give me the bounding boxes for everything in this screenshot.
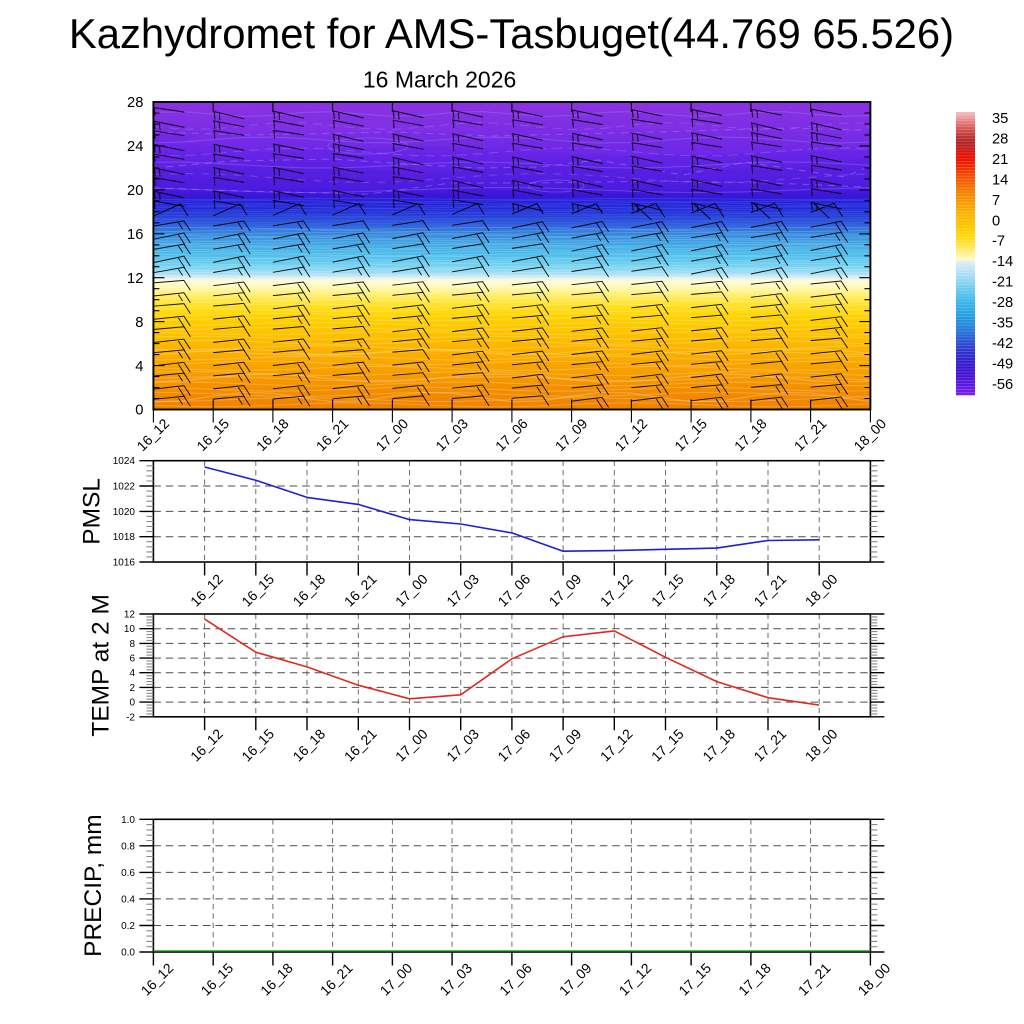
svg-text:35: 35 <box>992 111 1008 127</box>
svg-text:17_21: 17_21 <box>795 960 834 999</box>
svg-text:17_18: 17_18 <box>735 960 774 999</box>
svg-text:17_15: 17_15 <box>648 571 687 610</box>
svg-text:17_00: 17_00 <box>392 571 431 610</box>
svg-text:1016: 1016 <box>113 558 136 569</box>
svg-text:1024: 1024 <box>113 456 136 467</box>
svg-text:10: 10 <box>124 624 136 635</box>
svg-text:17_09: 17_09 <box>546 571 585 610</box>
svg-text:17_18: 17_18 <box>699 571 738 610</box>
svg-text:16_18: 16_18 <box>289 571 328 610</box>
svg-text:0.2: 0.2 <box>121 921 135 932</box>
svg-text:24: 24 <box>127 139 143 155</box>
svg-text:17_03: 17_03 <box>443 725 482 764</box>
svg-text:17_21: 17_21 <box>750 725 789 764</box>
svg-text:1.0: 1.0 <box>121 815 135 826</box>
svg-text:16_21: 16_21 <box>341 571 380 610</box>
svg-text:17_15: 17_15 <box>648 725 687 764</box>
svg-text:0.6: 0.6 <box>121 868 135 879</box>
svg-text:16_21: 16_21 <box>341 725 380 764</box>
svg-text:16_18: 16_18 <box>257 960 296 999</box>
svg-text:18_00: 18_00 <box>802 571 841 610</box>
svg-text:0: 0 <box>135 403 143 419</box>
svg-text:17_03: 17_03 <box>436 960 475 999</box>
svg-text:16_12: 16_12 <box>138 960 177 999</box>
svg-text:0.0: 0.0 <box>121 948 135 959</box>
svg-text:-21: -21 <box>992 275 1013 291</box>
svg-text:14: 14 <box>992 172 1008 188</box>
svg-text:17_00: 17_00 <box>392 725 431 764</box>
svg-text:17_12: 17_12 <box>616 960 655 999</box>
svg-text:18_00: 18_00 <box>802 725 841 764</box>
svg-text:16_15: 16_15 <box>197 960 236 999</box>
svg-text:17_18: 17_18 <box>699 725 738 764</box>
svg-text:Kazhydromet for AMS-Tasbuget(4: Kazhydromet for AMS-Tasbuget(44.769 65.5… <box>69 10 954 57</box>
svg-text:6: 6 <box>129 654 135 665</box>
svg-text:21: 21 <box>992 152 1008 168</box>
svg-text:16_15: 16_15 <box>238 571 277 610</box>
svg-text:12: 12 <box>124 610 136 621</box>
svg-text:0: 0 <box>992 213 1000 229</box>
svg-text:4: 4 <box>129 668 135 679</box>
svg-text:0: 0 <box>129 698 135 709</box>
svg-text:-56: -56 <box>992 377 1013 393</box>
svg-text:TEMP at 2 M: TEMP at 2 M <box>88 594 115 737</box>
svg-text:28: 28 <box>992 132 1008 148</box>
svg-text:-42: -42 <box>992 336 1013 352</box>
svg-text:-7: -7 <box>992 234 1005 250</box>
svg-text:1020: 1020 <box>113 507 136 518</box>
svg-text:17_21: 17_21 <box>750 571 789 610</box>
svg-text:2: 2 <box>129 683 135 694</box>
svg-text:17_06: 17_06 <box>496 960 535 999</box>
svg-text:0.4: 0.4 <box>121 894 135 905</box>
svg-text:1022: 1022 <box>113 482 136 493</box>
svg-text:0.8: 0.8 <box>121 841 135 852</box>
svg-text:-35: -35 <box>992 316 1013 332</box>
svg-text:16_12: 16_12 <box>187 571 226 610</box>
svg-text:16_18: 16_18 <box>289 725 328 764</box>
svg-text:17_15: 17_15 <box>675 960 714 999</box>
svg-text:20: 20 <box>127 183 143 199</box>
svg-text:17_00: 17_00 <box>377 960 416 999</box>
svg-text:-14: -14 <box>992 254 1013 270</box>
svg-text:17_09: 17_09 <box>556 960 595 999</box>
svg-text:16_21: 16_21 <box>317 960 356 999</box>
svg-text:PRECIP, mm: PRECIP, mm <box>80 814 107 957</box>
svg-text:7: 7 <box>992 193 1000 209</box>
svg-text:16: 16 <box>127 227 143 243</box>
svg-text:-2: -2 <box>126 712 135 723</box>
svg-text:-28: -28 <box>992 295 1013 311</box>
svg-text:17_09: 17_09 <box>546 725 585 764</box>
svg-text:17_06: 17_06 <box>494 725 533 764</box>
svg-text:4: 4 <box>135 359 143 375</box>
svg-text:17_06: 17_06 <box>494 571 533 610</box>
svg-text:18_00: 18_00 <box>855 960 894 999</box>
svg-text:17_03: 17_03 <box>443 571 482 610</box>
svg-text:12: 12 <box>127 271 143 287</box>
svg-text:16_15: 16_15 <box>238 725 277 764</box>
svg-text:1018: 1018 <box>113 532 136 543</box>
svg-text:17_12: 17_12 <box>597 571 636 610</box>
svg-text:-49: -49 <box>992 356 1013 372</box>
svg-text:17_12: 17_12 <box>597 725 636 764</box>
svg-text:28: 28 <box>127 95 143 111</box>
svg-text:16_12: 16_12 <box>187 725 226 764</box>
svg-text:8: 8 <box>135 315 143 331</box>
svg-text:PMSL: PMSL <box>79 478 106 545</box>
svg-text:16 March 2026: 16 March 2026 <box>363 66 516 92</box>
svg-text:8: 8 <box>129 639 135 650</box>
